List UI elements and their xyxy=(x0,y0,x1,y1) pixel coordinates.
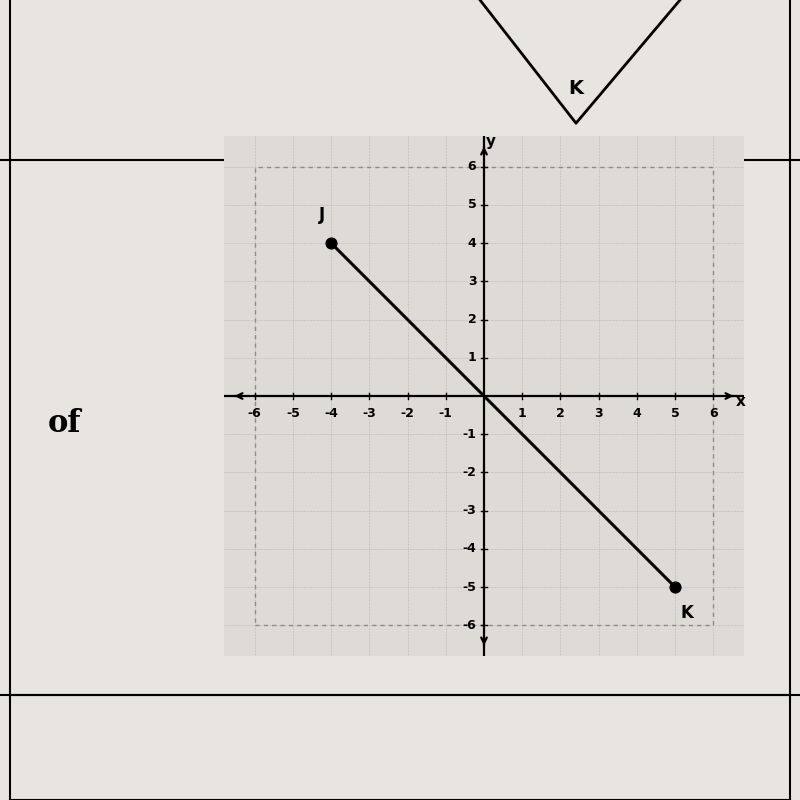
Text: -2: -2 xyxy=(462,466,476,479)
Text: 5: 5 xyxy=(671,406,679,420)
Text: K: K xyxy=(569,144,583,162)
Text: 2: 2 xyxy=(468,313,476,326)
Text: -4: -4 xyxy=(324,406,338,420)
Text: -5: -5 xyxy=(286,406,300,420)
Text: 4: 4 xyxy=(468,237,476,250)
Text: -1: -1 xyxy=(462,428,476,441)
Point xyxy=(669,581,682,594)
Text: K: K xyxy=(681,604,694,622)
Text: 5: 5 xyxy=(468,198,476,211)
Text: 6: 6 xyxy=(709,406,718,420)
Text: x: x xyxy=(736,394,746,410)
Text: 1: 1 xyxy=(468,351,476,364)
Bar xyxy=(254,166,714,626)
Text: -6: -6 xyxy=(248,406,262,420)
Text: -6: -6 xyxy=(462,619,476,632)
Text: J: J xyxy=(319,206,326,224)
Text: K: K xyxy=(569,78,583,98)
Text: -3: -3 xyxy=(462,504,476,518)
Text: -4: -4 xyxy=(462,542,476,555)
Text: -1: -1 xyxy=(439,406,453,420)
Text: 1: 1 xyxy=(518,406,526,420)
Text: of: of xyxy=(48,409,82,439)
Text: 2: 2 xyxy=(556,406,565,420)
Point xyxy=(325,237,338,250)
Text: 4: 4 xyxy=(633,406,642,420)
Text: -2: -2 xyxy=(401,406,414,420)
Text: 3: 3 xyxy=(594,406,603,420)
Text: 6: 6 xyxy=(468,160,476,173)
Text: y: y xyxy=(486,134,496,150)
Text: -3: -3 xyxy=(362,406,376,420)
Text: -5: -5 xyxy=(462,581,476,594)
Text: 3: 3 xyxy=(468,274,476,288)
